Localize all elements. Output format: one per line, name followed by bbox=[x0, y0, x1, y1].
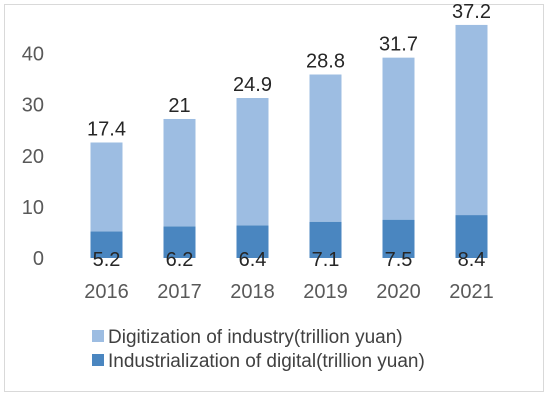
data-label-industrialization: 5.2 bbox=[93, 249, 121, 271]
legend-swatch bbox=[92, 330, 104, 342]
bar-digitization bbox=[163, 118, 196, 227]
data-label-industrialization: 6.2 bbox=[166, 249, 194, 271]
data-label-industrialization: 7.1 bbox=[312, 249, 340, 271]
bar-digitization bbox=[309, 74, 342, 222]
bar-industrialization bbox=[455, 215, 488, 258]
x-tick-label: 2019 bbox=[303, 281, 348, 303]
x-tick-label: 2021 bbox=[449, 281, 494, 303]
y-tick-label: 40 bbox=[22, 44, 44, 66]
data-label-industrialization: 8.4 bbox=[458, 249, 486, 271]
bar-digitization bbox=[90, 142, 123, 232]
data-label-digitization: 37.2 bbox=[452, 1, 491, 23]
bar-industrialization bbox=[163, 226, 196, 258]
bar-industrialization bbox=[309, 221, 342, 258]
data-label-digitization: 28.8 bbox=[306, 51, 345, 73]
bar-industrialization bbox=[90, 231, 123, 258]
bar-digitization bbox=[455, 24, 488, 216]
bar-industrialization bbox=[382, 219, 415, 258]
legend-swatch bbox=[92, 354, 104, 366]
y-tick-label: 30 bbox=[22, 95, 44, 117]
y-tick-label: 10 bbox=[22, 197, 44, 219]
legend-label: Digitization of industry(trillion yuan) bbox=[108, 327, 403, 348]
data-label-industrialization: 6.4 bbox=[239, 249, 267, 271]
x-tick-label: 2020 bbox=[376, 281, 421, 303]
bar-digitization bbox=[236, 98, 269, 226]
x-tick-label: 2017 bbox=[157, 281, 202, 303]
bar-industrialization bbox=[236, 225, 269, 258]
data-label-digitization: 17.4 bbox=[87, 118, 126, 140]
legend-label: Industrialization of digital(trillion yu… bbox=[108, 351, 425, 372]
y-tick-label: 0 bbox=[33, 248, 44, 270]
data-label-digitization: 21 bbox=[168, 95, 190, 117]
data-label-digitization: 31.7 bbox=[379, 34, 418, 56]
y-tick-label: 20 bbox=[22, 146, 44, 168]
data-label-industrialization: 7.5 bbox=[385, 249, 413, 271]
bar-digitization bbox=[382, 57, 415, 220]
x-tick-label: 2018 bbox=[230, 281, 275, 303]
data-label-digitization: 24.9 bbox=[233, 74, 272, 96]
x-tick-label: 2016 bbox=[84, 281, 129, 303]
